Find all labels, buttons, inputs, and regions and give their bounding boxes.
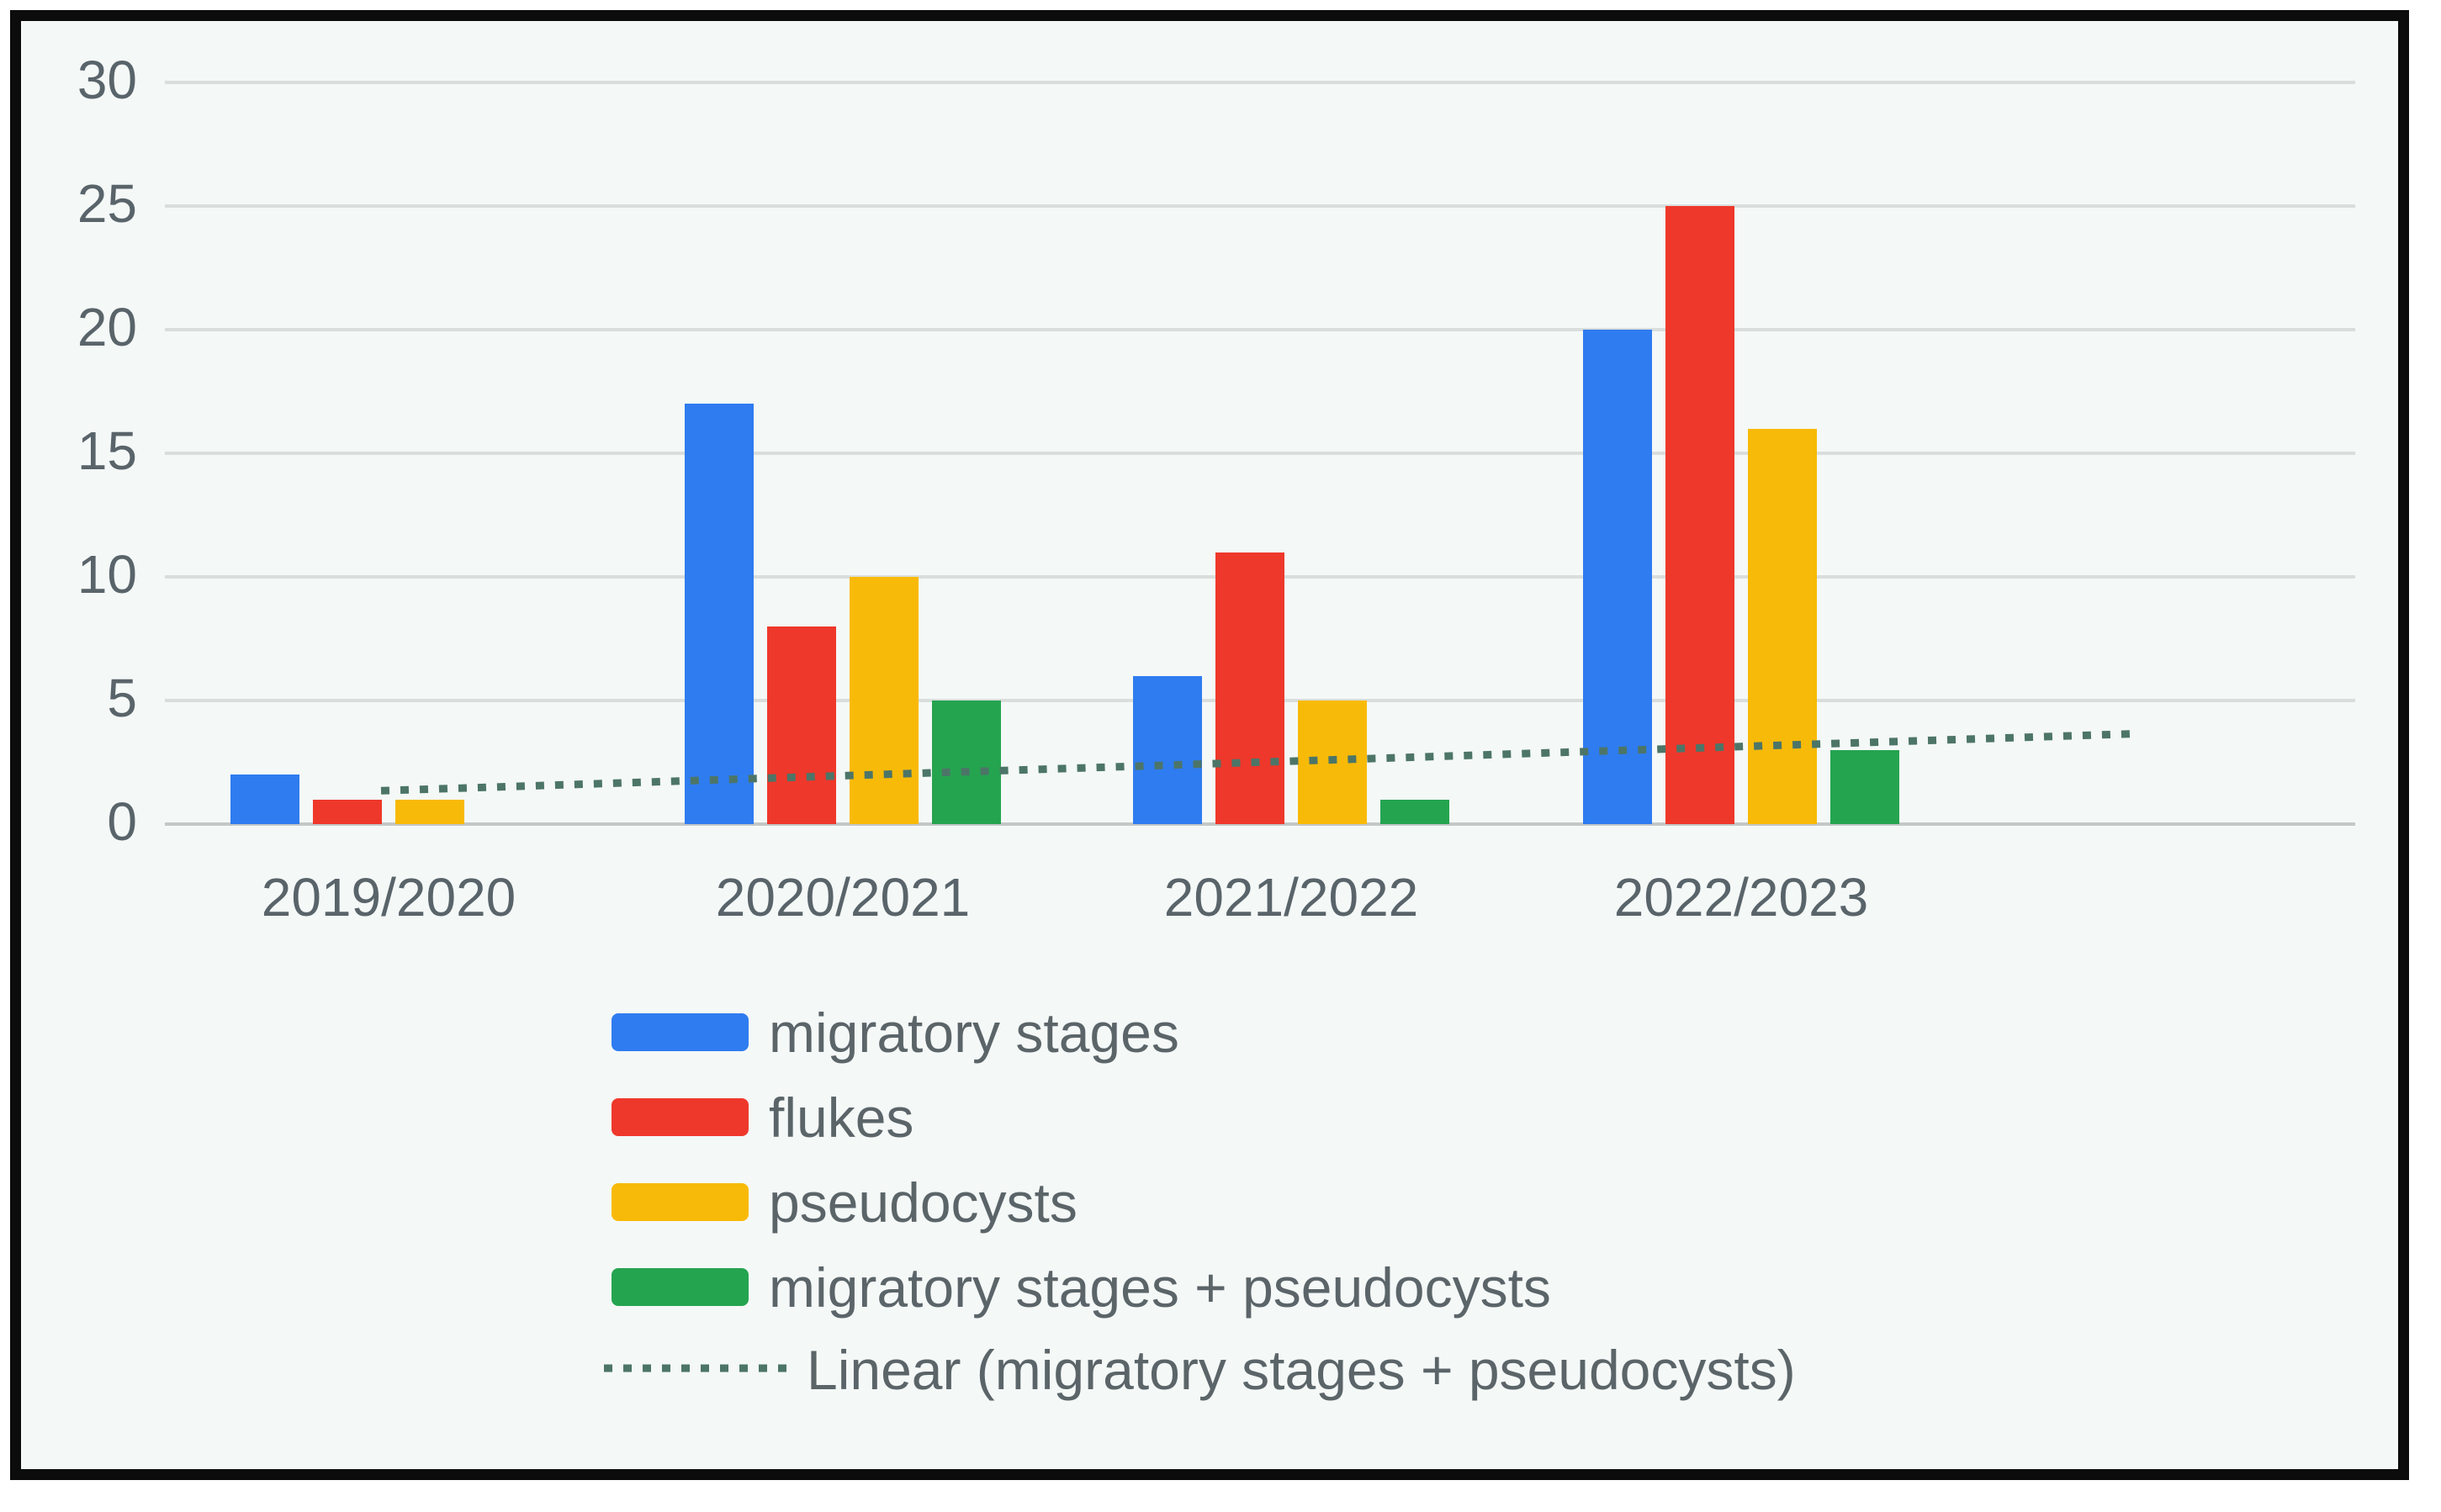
legend-item: migratory stages (612, 1002, 1179, 1064)
gridline (165, 81, 2355, 84)
y-axis-tick-label: 30 (77, 50, 137, 111)
bar-migratory-stages-pseudocysts (932, 700, 1001, 824)
x-axis-category-label: 2020/2021 (715, 867, 971, 928)
legend-item-trendline: Linear (migratory stages + pseudocysts) (604, 1339, 1796, 1401)
bar-flukes (1665, 206, 1734, 824)
gridline (165, 328, 2355, 331)
legend-item-label: migratory stages + pseudocysts (769, 1256, 1551, 1319)
y-axis-tick-label: 10 (77, 544, 137, 605)
bar-migratory-stages (685, 404, 754, 824)
x-axis-category-label: 2019/2020 (261, 867, 516, 928)
bar-pseudocysts (1298, 700, 1367, 824)
legend-color-swatch (612, 1183, 749, 1221)
gridline (165, 452, 2355, 455)
y-axis-tick-label: 25 (77, 173, 137, 235)
bar-migratory-stages-pseudocysts (1380, 799, 1449, 824)
legend-item: flukes (612, 1086, 913, 1149)
legend-item-label: migratory stages (769, 1001, 1179, 1064)
x-axis-zero-line (165, 822, 2355, 826)
y-axis-tick-label: 0 (107, 791, 137, 853)
chart-frame: 0 5 10 15 20 25 30 2019/2020 2020/2021 2021/2022 2… (10, 10, 2409, 1480)
bar-flukes (1215, 552, 1284, 824)
x-axis-category-label: 2022/2023 (1613, 867, 1869, 928)
legend-item: migratory stages + pseudocysts (612, 1256, 1551, 1319)
y-axis-tick-label: 20 (77, 297, 137, 358)
legend-item-label: flukes (769, 1086, 914, 1149)
legend-color-swatch (612, 1268, 749, 1306)
x-axis-category-label: 2021/2022 (1163, 867, 1419, 928)
trendline-layer (380, 730, 2131, 795)
bar-migratory-stages (230, 775, 299, 824)
trendline-swatch-icon (604, 1362, 786, 1377)
bar-flukes (767, 626, 836, 824)
y-axis-tick-label: 15 (77, 420, 137, 482)
legend-item-label: pseudocysts (769, 1171, 1078, 1234)
bar-migratory-stages (1583, 330, 1652, 824)
bar-migratory-stages (1133, 675, 1202, 824)
y-axis-tick-label: 5 (107, 668, 137, 729)
gridline (165, 204, 2355, 208)
bar-flukes (313, 799, 382, 824)
bar-pseudocysts (395, 799, 464, 824)
legend-color-swatch (612, 1013, 749, 1051)
legend-item-label: Linear (migratory stages + pseudocysts) (807, 1338, 1796, 1401)
legend-color-swatch (612, 1098, 749, 1136)
bar-migratory-stages-pseudocysts (1830, 749, 1899, 824)
legend-item: pseudocysts (612, 1171, 1078, 1234)
bar-pseudocysts (850, 577, 919, 824)
bar-pseudocysts (1748, 428, 1817, 824)
